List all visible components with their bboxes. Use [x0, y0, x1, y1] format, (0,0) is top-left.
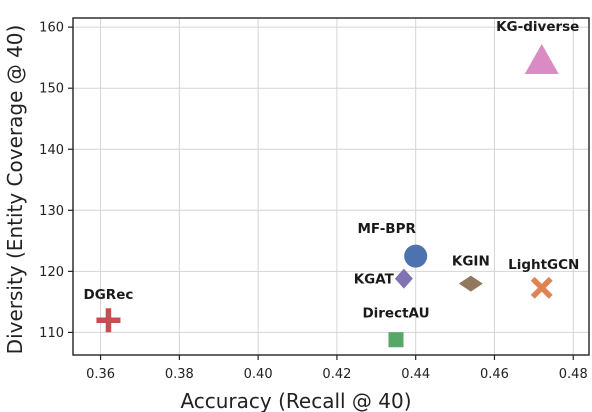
x-tick-label: 0.36 [86, 367, 115, 382]
x-tick-label: 0.44 [401, 367, 430, 382]
marker-mf-bpr [404, 244, 428, 268]
x-tick-label: 0.40 [244, 367, 273, 382]
y-axis-label: Diversity (Entity Coverage @ 40) [3, 25, 27, 355]
y-tick-label: 130 [39, 204, 64, 219]
point-label-directau: DirectAU [362, 306, 429, 322]
grid [73, 18, 589, 355]
point-label-dgrec: DGRec [84, 287, 134, 303]
marker-lightgcn [530, 276, 553, 299]
y-tick-label: 150 [39, 82, 64, 97]
marker-kgat [394, 268, 413, 289]
y-tick-label: 110 [39, 326, 64, 341]
marker-directau [388, 332, 404, 348]
axis-ticks: 0.36 0.38 0.40 0.42 0.44 0.46 0.48 110 120 130 140… [39, 21, 588, 382]
plot-frame [72, 17, 590, 356]
data-points [96, 43, 559, 348]
point-label-kgin: KGIN [452, 254, 490, 270]
point-label-mf-bpr: MF-BPR [357, 221, 416, 237]
x-tick-label: 0.46 [480, 367, 509, 382]
point-label-kg-diverse: KG-diverse [496, 19, 579, 35]
marker-dgrec [96, 308, 121, 333]
point-label-lightgcn: LightGCN [508, 257, 579, 273]
y-tick-label: 160 [39, 21, 64, 36]
x-tick-label: 0.42 [322, 367, 351, 382]
marker-kg-diverse [524, 43, 559, 74]
marker-kgin [458, 275, 483, 292]
x-axis-label: Accuracy (Recall @ 40) [180, 389, 411, 412]
point-labels: DGRec DirectAU KGAT MF-BPR KGIN LightGCN KG-di… [84, 19, 580, 322]
point-label-kgat: KGAT [354, 272, 395, 288]
y-tick-label: 140 [39, 143, 64, 158]
x-tick-label: 0.48 [559, 367, 588, 382]
x-tick-label: 0.38 [165, 367, 194, 382]
y-tick-label: 120 [39, 265, 64, 280]
